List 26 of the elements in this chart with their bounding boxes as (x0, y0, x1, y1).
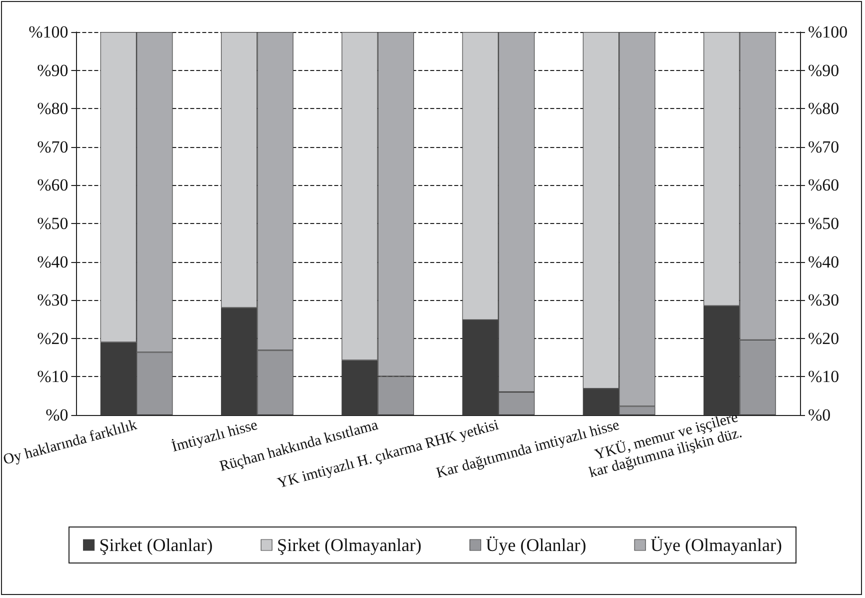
y2-tick-label: %10 (808, 367, 840, 386)
y-tick-label: %40 (37, 252, 68, 272)
y-tick-label: %20 (37, 328, 68, 348)
y-tick-label: %10 (37, 367, 68, 386)
y2-tick-label: %30 (808, 290, 840, 310)
y-tick-label: %80 (37, 99, 68, 118)
y-tick-label: %70 (37, 137, 68, 156)
y2-tick-label: %60 (808, 176, 840, 195)
y2-tick-label: %90 (808, 60, 840, 80)
y2-tick-label: %20 (808, 328, 840, 348)
y2-tick-label: %80 (808, 99, 840, 118)
legend-label: Üye (Olmayanlar) (650, 535, 782, 555)
legend-label: Üye (Olanlar) (486, 535, 586, 555)
y2-tick-label: %100 (808, 22, 848, 42)
y-tick-label: %50 (37, 214, 68, 233)
legend-label: Şirket (Olmayanlar) (277, 535, 422, 555)
y2-tick-label: %40 (808, 252, 840, 272)
y-tick-label: %90 (37, 60, 68, 80)
y2-tick-label: %0 (808, 406, 831, 424)
y2-tick-label: %70 (808, 137, 840, 156)
y-tick-label: %30 (37, 290, 68, 310)
y-tick-label: %60 (37, 176, 68, 195)
y-tick-label: %0 (46, 406, 68, 424)
legend-label: Şirket (Olanlar) (99, 535, 213, 555)
y2-tick-label: %50 (808, 214, 840, 233)
y-tick-label: %100 (28, 22, 68, 42)
